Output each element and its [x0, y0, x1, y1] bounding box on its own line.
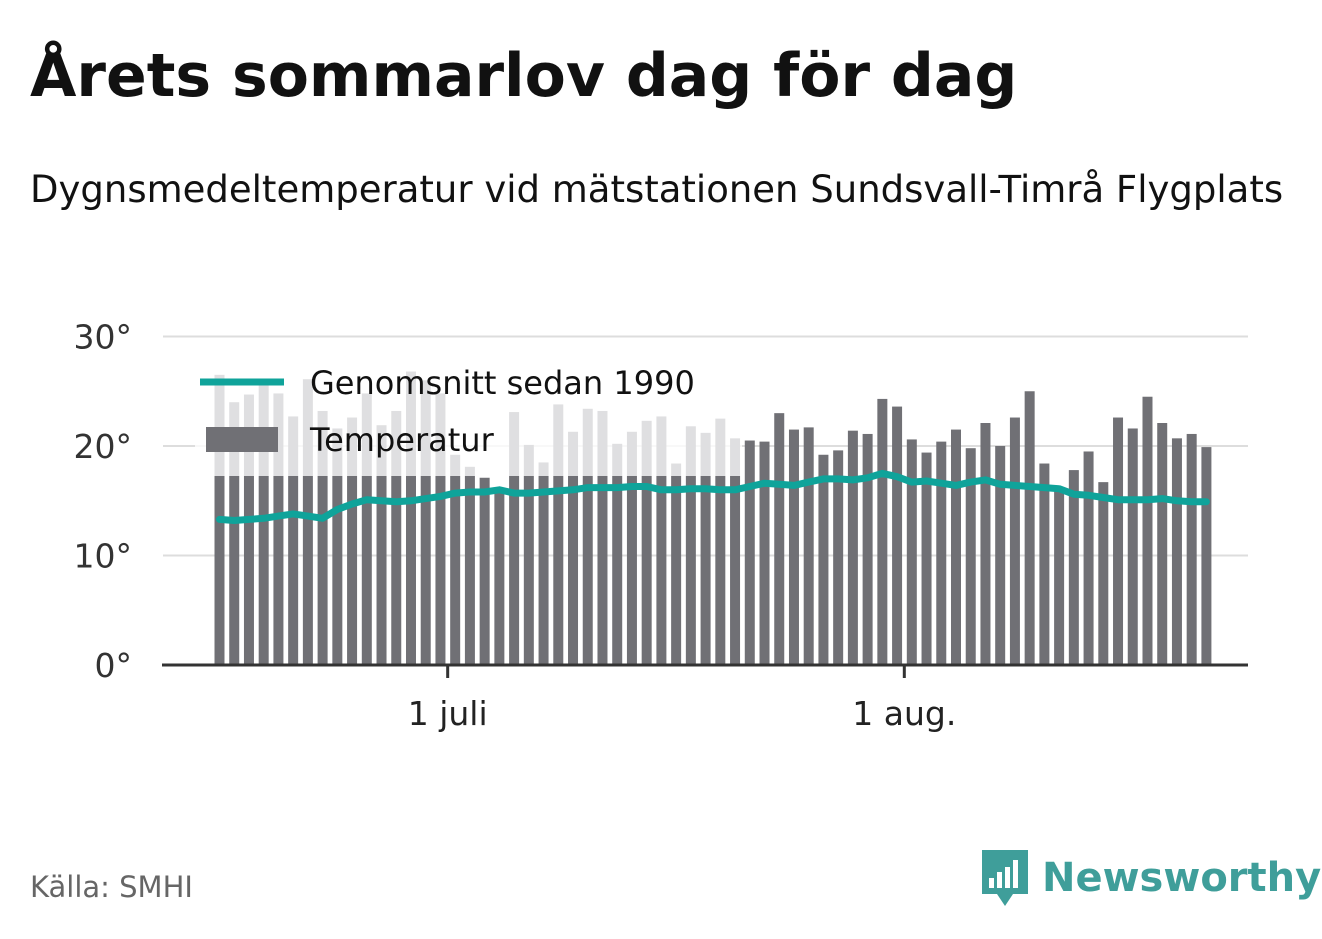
- temperature-bar: [818, 454, 829, 665]
- temperature-bar: [1083, 451, 1094, 665]
- temperature-bar: [1068, 470, 1079, 665]
- temperature-bar: [803, 427, 814, 665]
- temperature-bar: [965, 448, 976, 665]
- newsworthy-logo-icon: [982, 850, 1028, 906]
- temperature-bar: [980, 423, 991, 665]
- temperature-bar: [361, 393, 372, 665]
- temperature-bar: [847, 430, 858, 665]
- temperature-bar: [347, 417, 358, 665]
- temperature-bar: [877, 398, 888, 665]
- temperature-bar: [317, 410, 328, 665]
- temperature-bar: [862, 433, 873, 665]
- temperature-bar: [788, 429, 799, 665]
- temperature-bar: [833, 450, 844, 665]
- temperature-bar: [464, 466, 475, 665]
- temperature-bar: [523, 444, 534, 665]
- temperature-bar: [435, 393, 446, 665]
- temperature-bar: [243, 394, 254, 665]
- temperature-bar: [229, 402, 240, 665]
- temperature-bar: [450, 454, 461, 665]
- temperature-bar: [744, 440, 755, 665]
- temperature-bar: [1142, 396, 1153, 665]
- temperature-bar: [1024, 391, 1035, 665]
- temperature-chart: 0° 10° 20° 30° 1 juli 1 aug. Genomsnitt sedan…: [74, 318, 1248, 733]
- y-tick-label: 0°: [95, 646, 133, 685]
- x-tick-label: 1 juli: [408, 694, 488, 733]
- brand-name: Newsworthy: [1042, 855, 1322, 901]
- temperature-bar: [626, 431, 637, 665]
- temperature-bar: [892, 406, 903, 665]
- legend-backdrop: [195, 357, 742, 476]
- temperature-bar: [553, 404, 564, 665]
- x-tick-label: 1 aug.: [852, 694, 956, 733]
- temperature-bar: [1098, 482, 1109, 665]
- temperature-bar: [685, 426, 696, 665]
- temperature-bar: [715, 418, 726, 665]
- temperature-bar: [1113, 417, 1124, 665]
- temperature-bar: [906, 439, 917, 665]
- temperature-bar: [405, 371, 416, 665]
- temperature-bar: [671, 463, 682, 665]
- temperature-bar: [1157, 423, 1168, 665]
- temperature-bars: [214, 371, 1212, 665]
- temperature-bar: [494, 487, 505, 665]
- temperature-bar: [730, 438, 741, 665]
- temperature-bar: [332, 428, 343, 665]
- axes: 0° 10° 20° 30° 1 juli 1 aug.: [74, 318, 1248, 733]
- temperature-bar: [376, 425, 387, 665]
- average-line: [216, 469, 1210, 524]
- y-tick-label: 30°: [74, 318, 133, 357]
- average-line-layer: [216, 469, 1210, 524]
- y-tick-label: 10°: [74, 537, 133, 576]
- temperature-bar: [759, 441, 770, 665]
- temperature-bar: [597, 410, 608, 665]
- temperature-bar: [582, 408, 593, 665]
- chart-title: Årets sommarlov dag för dag: [30, 41, 1018, 111]
- temperature-bar: [921, 452, 932, 665]
- chart-legend: Genomsnitt sedan 1990 Temperatur: [200, 364, 695, 459]
- temperature-bar: [302, 379, 313, 665]
- temperature-bar: [700, 432, 711, 665]
- temperature-bar: [656, 416, 667, 665]
- temperature-bar: [288, 416, 299, 665]
- temperature-bar: [951, 429, 961, 665]
- temperature-bar: [479, 477, 490, 665]
- temperature-bar: [538, 462, 549, 665]
- legend-label-temperature: Temperatur: [309, 421, 495, 459]
- chart-subtitle: Dygnsmedeltemperatur vid mätstationen Su…: [30, 168, 1284, 211]
- temperature-bar: [774, 413, 785, 665]
- temperature-bar: [641, 420, 652, 665]
- temperature-bar: [420, 380, 431, 665]
- y-tick-label: 20°: [74, 427, 133, 466]
- temperature-bar: [612, 443, 623, 665]
- temperature-bar: [258, 382, 269, 665]
- temperature-bar: [1009, 417, 1020, 665]
- temperature-bar: [509, 412, 520, 665]
- legend-label-average: Genomsnitt sedan 1990: [310, 364, 695, 402]
- legend-bar-swatch: [206, 427, 278, 452]
- temperature-bar: [1054, 489, 1065, 665]
- temperature-bar: [391, 410, 402, 665]
- temperature-bar: [1201, 447, 1212, 665]
- temperature-bar: [273, 393, 284, 665]
- temperature-bar: [1171, 438, 1182, 665]
- temperature-bar: [1039, 463, 1050, 665]
- newsworthy-brand[interactable]: Newsworthy: [980, 848, 1321, 908]
- temperature-bar: [568, 431, 579, 665]
- temperature-bar: [995, 446, 1006, 665]
- source-note: Källa: SMHI: [30, 870, 193, 904]
- temperature-bar: [1127, 428, 1138, 665]
- temperature-bar: [1186, 433, 1197, 665]
- temperature-bar: [936, 441, 947, 665]
